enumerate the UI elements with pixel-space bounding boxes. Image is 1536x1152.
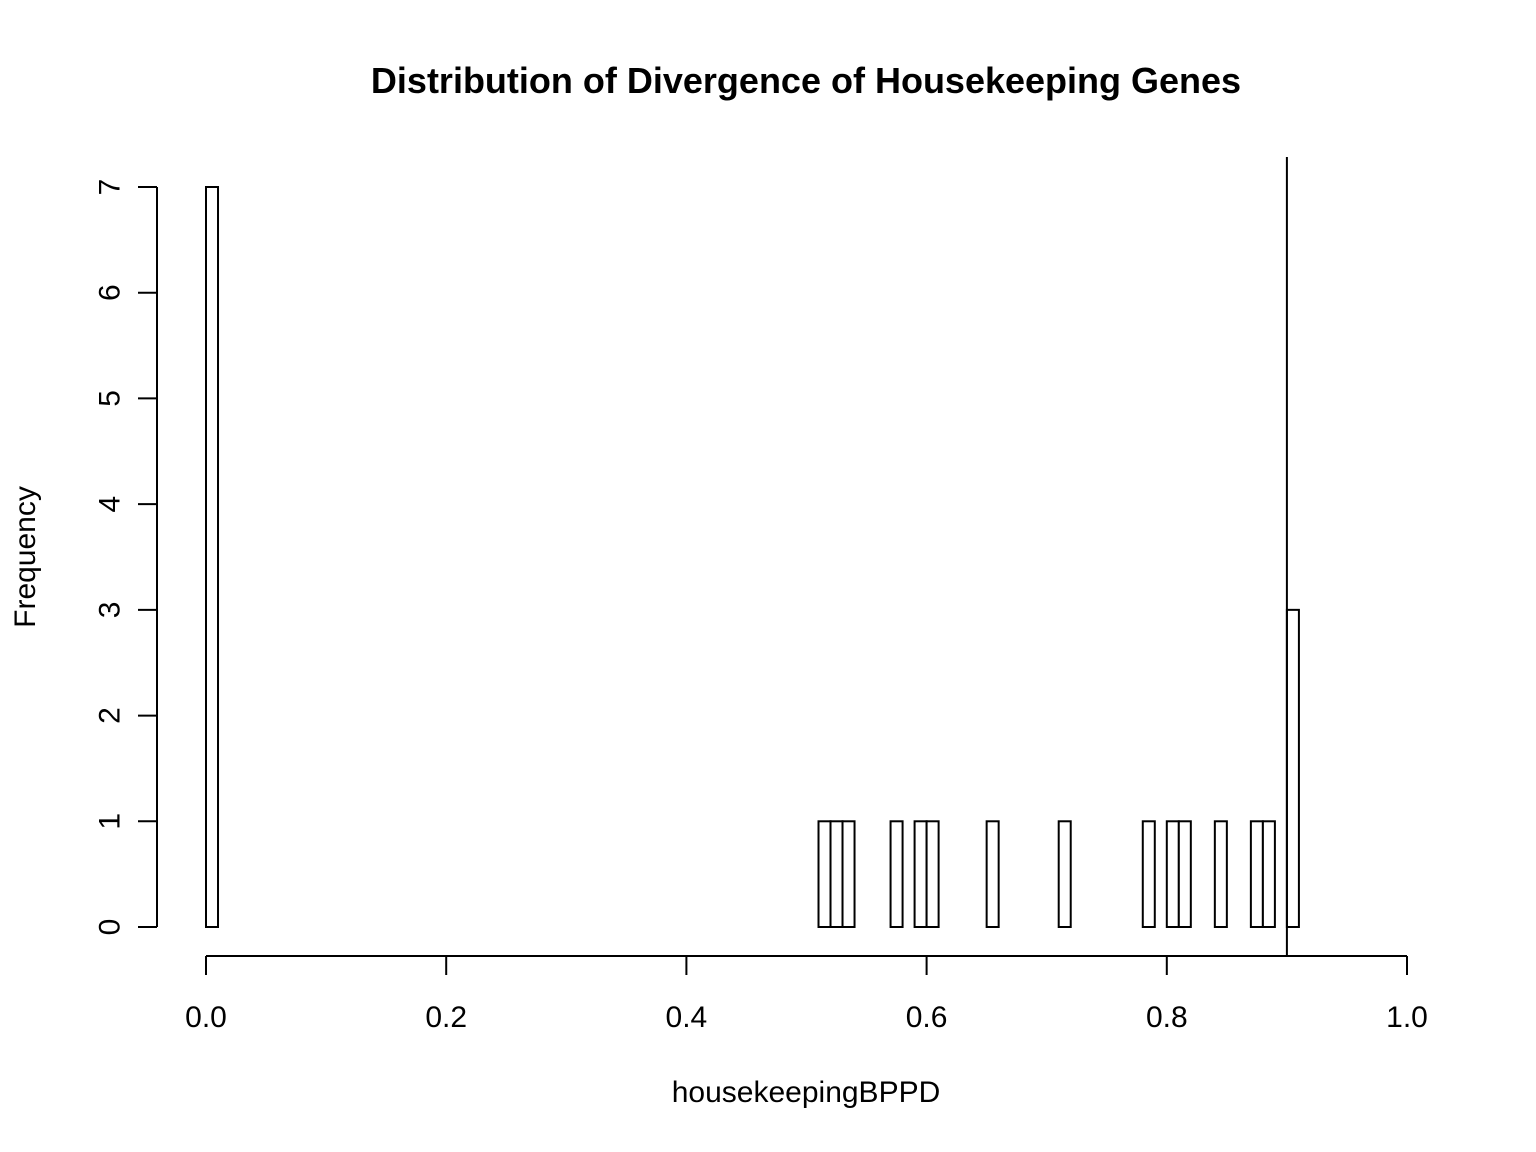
y-axis: 0 1 2 3 4 5 6 7 (94, 179, 158, 936)
histogram-bars (205, 186, 1300, 928)
y-tick-label: 5 (94, 390, 127, 407)
y-tick-label: 4 (94, 496, 127, 513)
x-axis: 0.0 0.2 0.4 0.6 0.8 1.0 (185, 955, 1428, 1034)
histogram-bar (985, 820, 1000, 928)
x-axis-label: housekeepingBPPD (672, 1076, 941, 1109)
x-tick-label: 0.8 (1146, 1001, 1188, 1034)
x-tick-label: 0.0 (185, 1001, 227, 1034)
x-tick-label: 0.4 (666, 1001, 708, 1034)
y-tick-label: 7 (94, 179, 127, 196)
x-tick-label: 0.6 (906, 1001, 948, 1034)
histogram-bar (1213, 820, 1228, 928)
x-tick-label: 0.2 (425, 1001, 467, 1034)
x-tick-label: 1.0 (1386, 1001, 1428, 1034)
histogram-bar (1177, 820, 1192, 928)
histogram-bar (1285, 608, 1300, 928)
histogram-bar (817, 820, 832, 928)
histogram-bar (1249, 820, 1264, 928)
histogram-bar (1141, 820, 1156, 928)
y-tick-label: 1 (94, 813, 127, 830)
histogram-bar (205, 186, 220, 928)
y-tick-label: 2 (94, 707, 127, 724)
y-tick-label: 3 (94, 602, 127, 619)
histogram-bar (1261, 820, 1276, 928)
histogram-bar (841, 820, 856, 928)
histogram-bar (829, 820, 844, 928)
y-tick-label: 6 (94, 284, 127, 301)
histogram-bar (1057, 820, 1072, 928)
histogram-bar (889, 820, 904, 928)
y-tick-label: 0 (94, 919, 127, 936)
histogram-bar (1165, 820, 1180, 928)
histogram-bar (913, 820, 928, 928)
histogram-bar (925, 820, 940, 928)
y-axis-label: Frequency (9, 486, 42, 628)
chart-title: Distribution of Divergence of Housekeepi… (371, 60, 1241, 101)
